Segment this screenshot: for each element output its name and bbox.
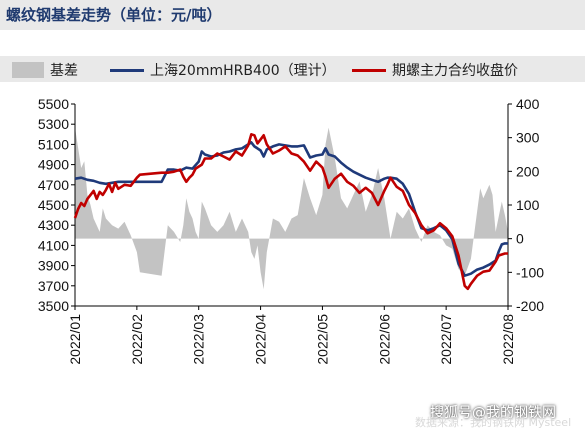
left-tick-label: 4900 [38, 157, 69, 173]
left-tick-label: 4100 [38, 237, 69, 253]
x-tick-label: 2022/05 [314, 314, 330, 365]
watermark-faint: 数据来源：我的钢铁网 Mysteel [415, 416, 572, 429]
right-tick-label: 400 [516, 96, 540, 112]
left-tick-label: 3700 [38, 278, 69, 294]
x-tick-label: 2022/01 [67, 314, 83, 365]
legend-item-basis: 基差 [12, 60, 78, 80]
legend-item-spot: 上海20mmHRB400（理计） [110, 60, 336, 80]
legend-label-spot: 上海20mmHRB400（理计） [150, 63, 336, 79]
x-tick-label: 2022/02 [129, 314, 145, 365]
x-tick-label: 2022/08 [500, 314, 516, 365]
legend-item-futures: 期螺主力合约收盘价 [352, 60, 518, 80]
legend: 基差 上海20mmHRB400（理计） 期螺主力合约收盘价 [0, 56, 585, 82]
right-tick-label: 300 [516, 130, 540, 146]
left-tick-label: 5300 [38, 116, 69, 132]
chart-title: 螺纹钢基差走势（单位：元/吨） [6, 6, 222, 24]
tick-label-layer: 3500 3700 3900 4100 4300 4500 4700 4900 5100 5300… [38, 96, 544, 365]
left-tick-label: 4300 [38, 217, 69, 233]
title-bar: 螺纹钢基差走势（单位：元/吨） [0, 0, 585, 30]
watermark: 搜狐号@我的钢铁网 [430, 405, 556, 421]
legend-label-futures: 期螺主力合约收盘价 [392, 63, 518, 79]
right-tick-label: -100 [516, 264, 544, 280]
left-tick-label: 5500 [38, 96, 69, 112]
right-tick-label: -200 [516, 298, 544, 314]
x-tick-label: 2022/07 [438, 314, 454, 365]
x-tick-label: 2022/03 [191, 314, 207, 365]
line-layer [73, 133, 508, 291]
right-tick-label: 100 [516, 197, 540, 213]
left-tick-label: 3500 [38, 298, 69, 314]
left-tick-label: 5100 [38, 136, 69, 152]
left-tick-label: 4700 [38, 177, 69, 193]
right-tick-label: 200 [516, 163, 540, 179]
x-tick-label: 2022/04 [253, 314, 269, 365]
futures-price-line [73, 133, 508, 291]
legend-swatch-futures [352, 68, 386, 72]
axis-layer [71, 103, 512, 310]
right-tick-label: 0 [516, 231, 524, 247]
legend-swatch-spot [110, 68, 144, 72]
x-tick-label: 2022/06 [376, 314, 392, 365]
left-tick-label: 4500 [38, 197, 69, 213]
left-tick-label: 3900 [38, 258, 69, 274]
legend-label-basis: 基差 [50, 63, 78, 79]
legend-swatch-basis [12, 62, 44, 78]
